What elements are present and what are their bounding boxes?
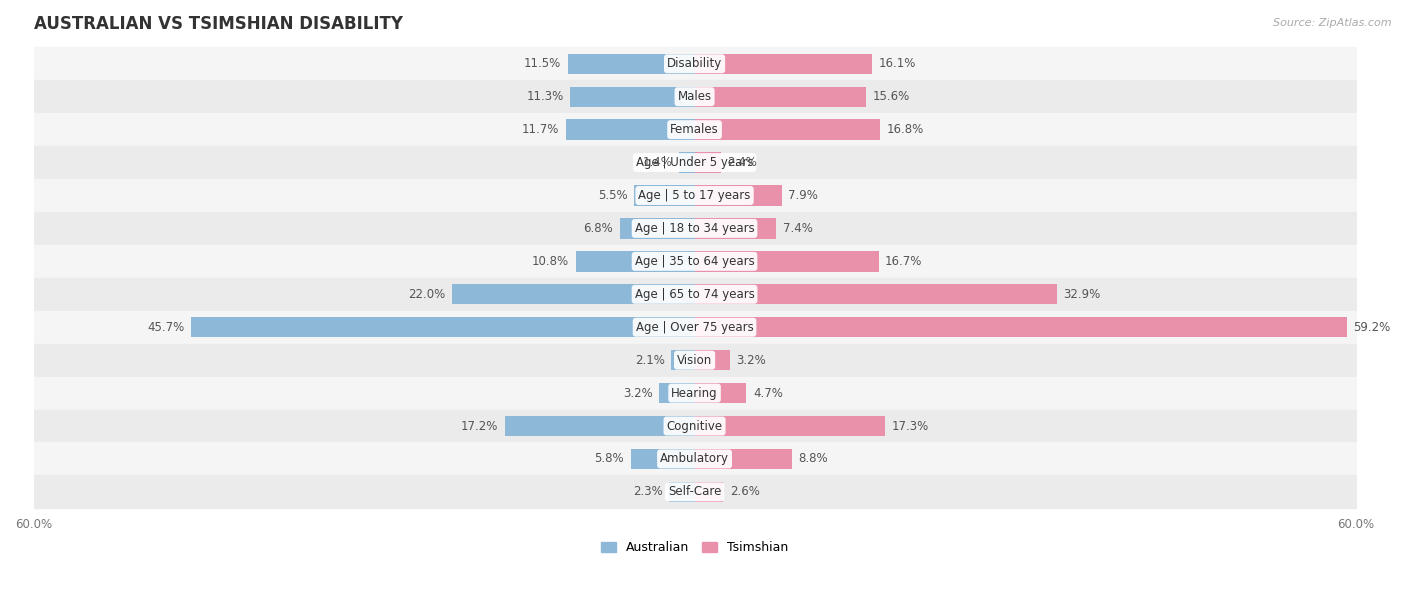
Text: Age | Under 5 years: Age | Under 5 years xyxy=(636,156,754,169)
Bar xyxy=(679,152,695,173)
Bar xyxy=(695,185,782,206)
Text: 32.9%: 32.9% xyxy=(1063,288,1101,300)
Bar xyxy=(695,284,1057,305)
Bar xyxy=(191,317,695,337)
Text: 3.2%: 3.2% xyxy=(737,354,766,367)
Bar xyxy=(505,416,695,436)
Text: 11.3%: 11.3% xyxy=(526,90,564,103)
Bar xyxy=(695,86,866,107)
Bar xyxy=(634,185,695,206)
Text: 45.7%: 45.7% xyxy=(148,321,184,334)
Text: 2.4%: 2.4% xyxy=(728,156,758,169)
Text: 16.1%: 16.1% xyxy=(879,58,915,70)
Bar xyxy=(695,416,886,436)
Bar xyxy=(569,86,695,107)
Text: 3.2%: 3.2% xyxy=(623,387,652,400)
Text: 6.8%: 6.8% xyxy=(583,222,613,235)
Text: 5.8%: 5.8% xyxy=(595,452,624,466)
Text: 10.8%: 10.8% xyxy=(531,255,569,268)
Text: 11.5%: 11.5% xyxy=(524,58,561,70)
Bar xyxy=(620,218,695,239)
Text: Age | Over 75 years: Age | Over 75 years xyxy=(636,321,754,334)
Text: Self-Care: Self-Care xyxy=(668,485,721,498)
Bar xyxy=(672,350,695,370)
Text: Males: Males xyxy=(678,90,711,103)
Text: Disability: Disability xyxy=(666,58,723,70)
Text: 22.0%: 22.0% xyxy=(408,288,446,300)
Text: Age | 18 to 34 years: Age | 18 to 34 years xyxy=(634,222,755,235)
Bar xyxy=(695,350,730,370)
Bar xyxy=(575,251,695,272)
Text: 16.8%: 16.8% xyxy=(886,123,924,136)
Bar xyxy=(695,449,792,469)
Text: Source: ZipAtlas.com: Source: ZipAtlas.com xyxy=(1274,18,1392,28)
Bar xyxy=(695,54,872,74)
Text: Age | 65 to 74 years: Age | 65 to 74 years xyxy=(634,288,755,300)
Text: Vision: Vision xyxy=(676,354,713,367)
Bar xyxy=(453,284,695,305)
Text: Age | 5 to 17 years: Age | 5 to 17 years xyxy=(638,189,751,202)
Text: Females: Females xyxy=(671,123,718,136)
Bar xyxy=(568,54,695,74)
Text: 7.4%: 7.4% xyxy=(783,222,813,235)
Text: 2.1%: 2.1% xyxy=(636,354,665,367)
Bar xyxy=(695,152,721,173)
Text: 15.6%: 15.6% xyxy=(873,90,910,103)
Text: 11.7%: 11.7% xyxy=(522,123,560,136)
Text: Age | 35 to 64 years: Age | 35 to 64 years xyxy=(634,255,755,268)
Text: 4.7%: 4.7% xyxy=(754,387,783,400)
Text: 7.9%: 7.9% xyxy=(789,189,818,202)
Text: Hearing: Hearing xyxy=(671,387,718,400)
Bar xyxy=(695,251,879,272)
Text: 16.7%: 16.7% xyxy=(886,255,922,268)
Bar xyxy=(669,482,695,502)
Bar xyxy=(695,317,1347,337)
Text: 17.3%: 17.3% xyxy=(891,419,929,433)
Text: AUSTRALIAN VS TSIMSHIAN DISABILITY: AUSTRALIAN VS TSIMSHIAN DISABILITY xyxy=(34,15,402,33)
Legend: Australian, Tsimshian: Australian, Tsimshian xyxy=(596,537,793,559)
Text: 17.2%: 17.2% xyxy=(461,419,499,433)
Text: 5.5%: 5.5% xyxy=(598,189,627,202)
Text: 2.3%: 2.3% xyxy=(633,485,662,498)
Bar xyxy=(695,218,776,239)
Bar xyxy=(695,482,723,502)
Text: 59.2%: 59.2% xyxy=(1354,321,1391,334)
Bar xyxy=(659,383,695,403)
Text: 1.4%: 1.4% xyxy=(643,156,672,169)
Text: Cognitive: Cognitive xyxy=(666,419,723,433)
Text: 8.8%: 8.8% xyxy=(799,452,828,466)
Bar xyxy=(565,119,695,140)
Bar xyxy=(695,383,747,403)
Text: Ambulatory: Ambulatory xyxy=(659,452,730,466)
Bar xyxy=(631,449,695,469)
Text: 2.6%: 2.6% xyxy=(730,485,759,498)
Bar xyxy=(695,119,880,140)
